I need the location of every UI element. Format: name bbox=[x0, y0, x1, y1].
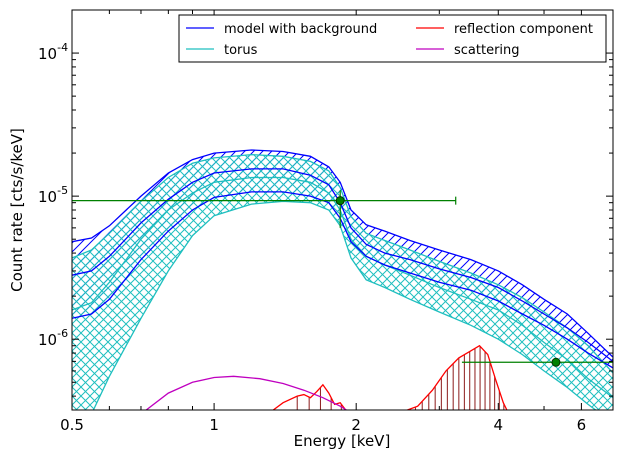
torus-line bbox=[72, 153, 613, 374]
data-point bbox=[551, 357, 561, 367]
x-tick-label: 0.5 bbox=[60, 416, 84, 434]
x-tick-label: 1 bbox=[209, 416, 219, 434]
tick-labels: 0.5 1 2 4 6 10-6 10-5 10-4 bbox=[38, 41, 586, 434]
data-point-group bbox=[461, 357, 613, 367]
axis-ticks bbox=[71, 9, 614, 410]
x-axis-label: Energy [keV] bbox=[294, 432, 391, 450]
legend-box bbox=[178, 14, 607, 63]
legend: model with background reflection componen… bbox=[178, 14, 607, 63]
y-tick-label: 10-6 bbox=[38, 327, 68, 349]
y-tick-label: 10-5 bbox=[38, 184, 68, 206]
reflection-line bbox=[272, 344, 508, 410]
x-tick-label: 2 bbox=[351, 416, 361, 434]
model-line bbox=[72, 191, 613, 369]
x-tick-label: 6 bbox=[577, 416, 587, 434]
model-line bbox=[72, 168, 613, 362]
torus-band bbox=[72, 154, 613, 410]
model-line bbox=[72, 149, 613, 358]
x-tick-label: 4 bbox=[494, 416, 504, 434]
torus-line bbox=[92, 200, 597, 410]
y-axis-label: Count rate [cts/s/keV] bbox=[8, 128, 26, 292]
data-point-group bbox=[72, 190, 457, 228]
legend-label-model: model with background bbox=[224, 22, 377, 37]
plot-area bbox=[72, 149, 613, 410]
scattering-line bbox=[145, 375, 348, 410]
legend-label-torus: torus bbox=[224, 43, 258, 58]
legend-label-reflection: reflection component bbox=[454, 22, 593, 37]
data-point bbox=[335, 196, 345, 206]
torus-line bbox=[72, 176, 613, 399]
y-tick-label: 10-4 bbox=[38, 41, 68, 63]
legend-label-scattering: scattering bbox=[454, 43, 520, 58]
